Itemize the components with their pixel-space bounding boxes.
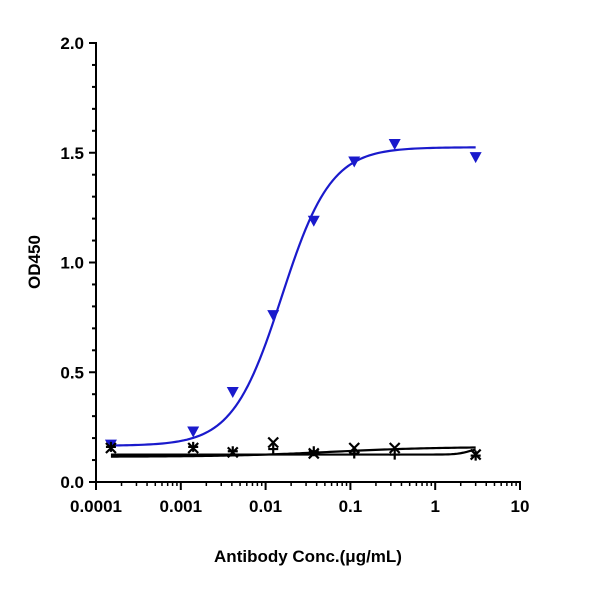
data-point-series-3 <box>349 448 360 459</box>
y-tick-label: 0.0 <box>60 473 84 492</box>
data-point-series-3 <box>389 449 400 460</box>
x-tick-label: 0.1 <box>339 497 363 516</box>
data-point-series-2 <box>348 442 361 454</box>
data-point-series-1 <box>226 387 239 399</box>
data-point-series-1 <box>187 426 200 438</box>
x-tick-label: 0.001 <box>160 497 203 516</box>
x-tick-label: 10 <box>511 497 530 516</box>
data-point-series-2 <box>388 442 401 454</box>
data-point-series-1 <box>307 215 320 227</box>
data-point-series-3 <box>470 450 481 461</box>
y-tick-label: 0.5 <box>60 363 84 382</box>
x-axis-label: Antibody Conc.(μg/mL) <box>214 547 402 566</box>
fit-curve-series-1 <box>110 146 476 447</box>
data-point-series-3 <box>227 446 238 457</box>
y-tick-label: 2.0 <box>60 34 84 53</box>
data-point-series-1 <box>388 138 401 150</box>
fit-curves <box>110 146 476 458</box>
data-point-series-1 <box>469 152 482 164</box>
y-tick-label: 1.0 <box>60 254 84 273</box>
data-point-series-3 <box>188 441 199 452</box>
y-axis-label: OD450 <box>25 235 44 289</box>
fit-curve-series-3 <box>110 446 476 458</box>
data-point-series-2 <box>267 436 280 449</box>
data-point-series-1 <box>267 310 280 322</box>
axes: 0.0 0.5 1.0 1.5 2.0 0.0001 0.001 0.01 0.1 1 10 <box>60 34 529 516</box>
x-tick-label: 0.0001 <box>70 497 122 516</box>
data-point-series-1 <box>348 156 361 168</box>
data-point-series-3 <box>105 441 116 452</box>
x-tick-label: 0.01 <box>249 497 282 516</box>
x-tick-label: 1 <box>430 497 439 516</box>
data-points <box>104 138 482 461</box>
data-point-series-3 <box>268 444 279 455</box>
data-point-series-3 <box>308 446 319 457</box>
y-tick-label: 1.5 <box>60 144 84 163</box>
